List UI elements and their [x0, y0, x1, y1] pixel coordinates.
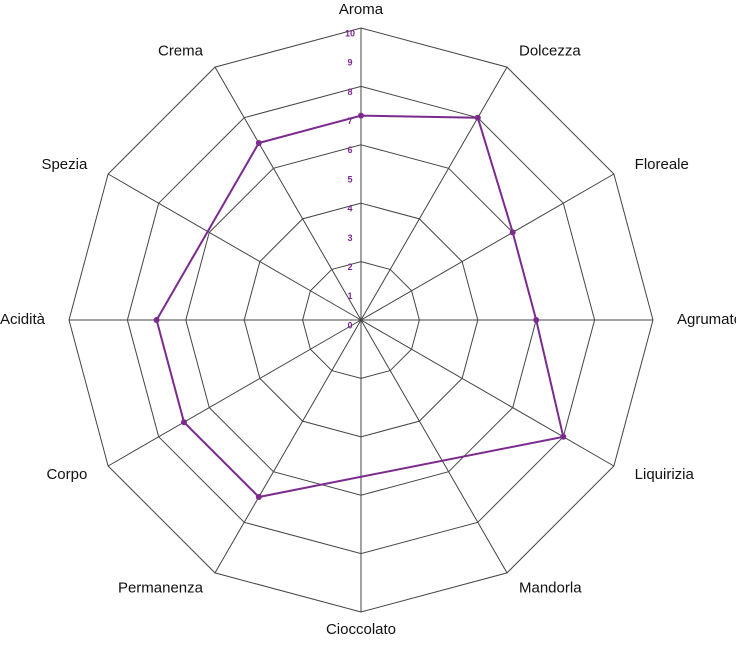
tick-label: 2 — [347, 262, 352, 272]
tick-label: 10 — [345, 28, 355, 38]
tick-label: 0 — [347, 320, 352, 330]
category-label: Corpo — [46, 466, 87, 483]
category-label: Agrumato — [677, 311, 736, 328]
category-label: Spezia — [41, 156, 88, 173]
axis-line — [360, 319, 615, 467]
axis-line — [360, 173, 615, 321]
series-line — [155, 114, 565, 499]
axis-line — [214, 66, 362, 321]
axis-line — [360, 66, 508, 321]
data-point — [509, 229, 516, 236]
data-point — [358, 112, 364, 119]
data-point — [533, 317, 540, 323]
category-label: Aroma — [339, 1, 384, 18]
tick-label: 9 — [347, 58, 352, 68]
tick-label: 1 — [347, 291, 352, 301]
category-label: Permanenza — [118, 579, 204, 596]
data-point — [474, 114, 481, 121]
tick-label: 4 — [347, 204, 352, 214]
data-point — [180, 419, 187, 426]
axis-line — [107, 173, 362, 321]
data-point — [153, 317, 160, 323]
category-label: Liquirizia — [635, 466, 695, 483]
category-label: Cioccolato — [326, 621, 396, 638]
data-point — [255, 494, 262, 501]
category-label: Acidità — [0, 311, 46, 328]
data-point — [255, 139, 262, 146]
data-point — [560, 433, 567, 440]
tick-label: 3 — [347, 233, 352, 243]
tick-label: 6 — [347, 145, 352, 155]
axis-line — [360, 319, 508, 574]
category-label: Floreale — [635, 156, 689, 173]
category-label: Crema — [158, 43, 204, 60]
tick-label: 7 — [347, 116, 352, 126]
tick-label: 5 — [347, 174, 352, 184]
tick-label: 8 — [347, 87, 352, 97]
axis-line — [214, 319, 362, 574]
axis-line — [107, 319, 362, 467]
category-label: Mandorla — [519, 579, 582, 596]
category-label: Dolcezza — [519, 43, 581, 60]
